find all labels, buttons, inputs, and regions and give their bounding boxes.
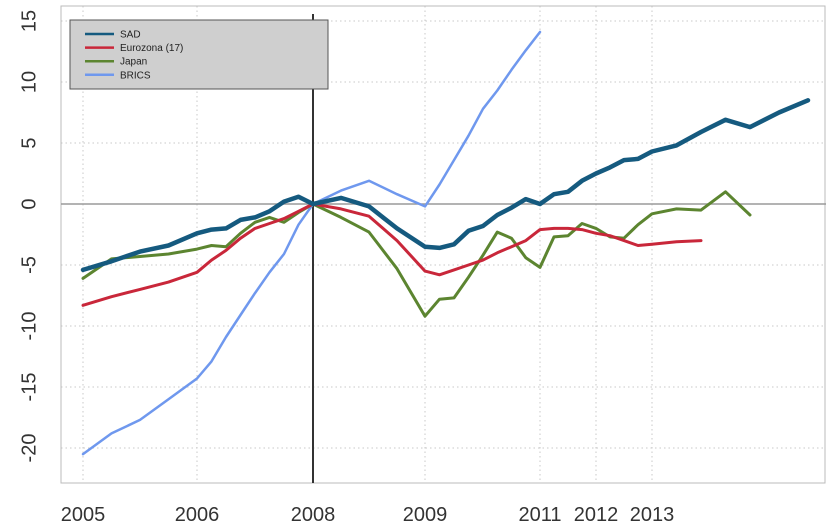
legend-label-eurozona-17: Eurozona (17) <box>120 43 183 54</box>
plot-frame <box>60 5 826 484</box>
y-tick-label: -10 <box>18 312 40 341</box>
y-tick-label: -20 <box>18 434 40 463</box>
x-tick-label: 2013 <box>630 504 675 526</box>
y-tick-label: 15 <box>18 10 40 32</box>
series-line-sad <box>80 98 811 273</box>
x-tick-label: 2011 <box>518 504 561 526</box>
series-lines <box>80 30 811 456</box>
x-tick-label: 2006 <box>175 504 220 526</box>
y-tick-label: 10 <box>18 71 40 93</box>
y-tick-label: 5 <box>18 137 40 148</box>
x-tick-label: 2009 <box>403 504 448 526</box>
y-tick-label: -5 <box>18 256 40 274</box>
legend-label-japan: Japan <box>120 57 147 68</box>
legend-label-sad: SAD <box>120 30 141 41</box>
x-tick-label: 2008 <box>291 504 336 526</box>
series-line-japan <box>81 190 752 318</box>
axes <box>60 5 826 484</box>
series-line-brics <box>81 30 542 456</box>
legend-box <box>69 19 329 90</box>
series-line-eurozona-17 <box>81 202 703 307</box>
tick-labels: 15 10 5 0 -5 -10 -15 -20 2005 2006 2008 2009 2011 201… <box>18 10 674 526</box>
x-tick-label: 2005 <box>61 504 106 526</box>
y-tick-label: 0 <box>18 198 40 209</box>
x-tick-label: 2012 <box>574 504 619 526</box>
y-tick-label: -15 <box>18 373 40 402</box>
legend-label-brics: BRICS <box>120 70 151 81</box>
legend: SAD Eurozona (17) Japan BRICS <box>69 19 329 90</box>
